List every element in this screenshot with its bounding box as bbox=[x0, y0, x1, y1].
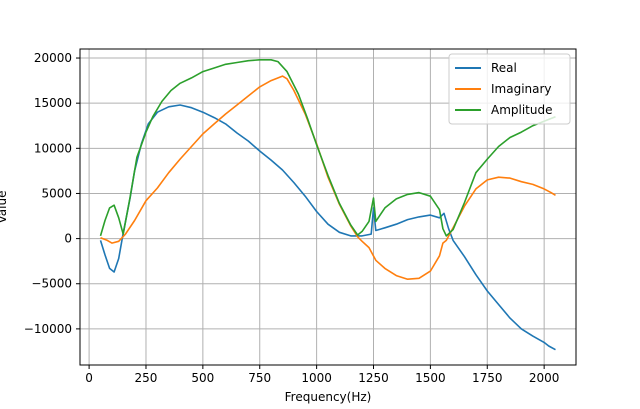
x-tick-label: 1750 bbox=[472, 371, 503, 385]
y-axis-label: Value bbox=[0, 191, 9, 224]
x-tick-label: 750 bbox=[248, 371, 271, 385]
y-tick-label: −10000 bbox=[24, 322, 72, 336]
legend-label-imaginary: Imaginary bbox=[491, 82, 552, 96]
y-tick-label: 10000 bbox=[34, 141, 72, 155]
x-tick-label: 1250 bbox=[358, 371, 389, 385]
y-tick-label: 5000 bbox=[41, 186, 72, 200]
series-line-amplitude bbox=[99, 59, 556, 237]
y-tick-label: 20000 bbox=[34, 51, 72, 65]
x-tick-label: 1500 bbox=[415, 371, 446, 385]
ticks: 0 250 500 750 1000 1250 1500 1750 2000 −10000 −500… bbox=[24, 51, 560, 385]
x-tick-label: 2000 bbox=[529, 371, 560, 385]
legend-label-amplitude: Amplitude bbox=[491, 103, 553, 117]
legend-label-real: Real bbox=[491, 61, 517, 75]
x-tick-label: 500 bbox=[191, 371, 214, 385]
x-tick-label: 1000 bbox=[301, 371, 332, 385]
legend: Real Imaginary Amplitude bbox=[448, 53, 571, 125]
series-layer bbox=[99, 59, 556, 351]
plot-frame bbox=[79, 48, 577, 366]
x-tick-label: 250 bbox=[135, 371, 158, 385]
x-axis-label: Frequency(Hz) bbox=[285, 390, 372, 404]
y-tick-label: −5000 bbox=[31, 277, 72, 291]
x-tick-label: 0 bbox=[85, 371, 93, 385]
y-tick-label: 15000 bbox=[34, 96, 72, 110]
legend-box bbox=[448, 53, 571, 125]
y-tick-label: 0 bbox=[64, 232, 72, 246]
